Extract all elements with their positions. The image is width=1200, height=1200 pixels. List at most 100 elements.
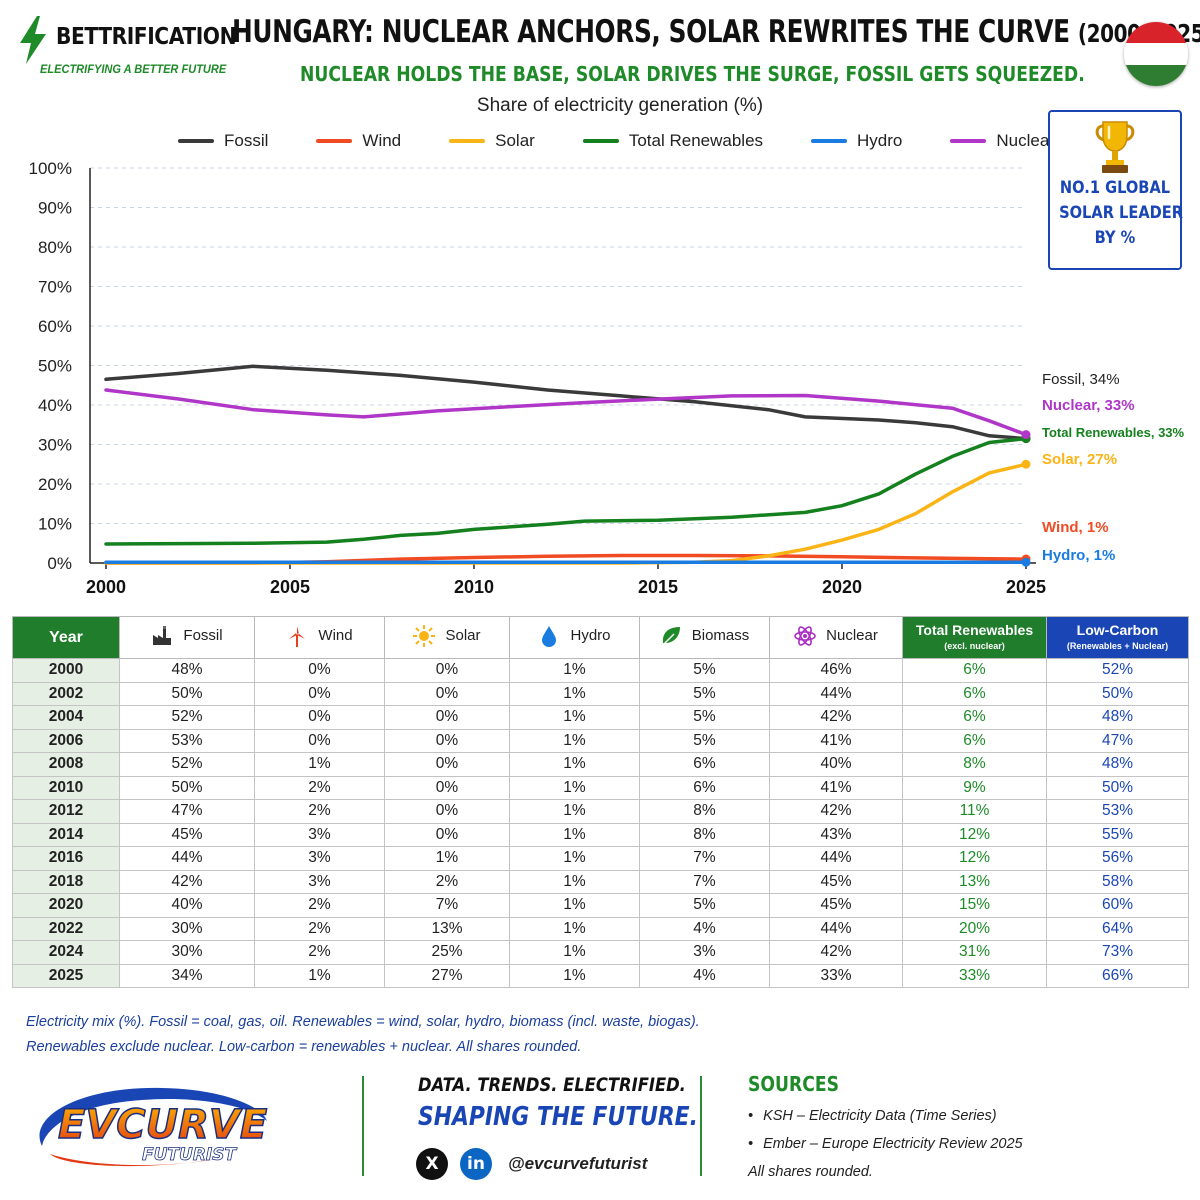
table-row: 2002 50% 0% 0% 1% 5% 44% 6% 50% xyxy=(12,681,1189,706)
atom-icon xyxy=(794,625,816,646)
value-cell: 30% xyxy=(119,916,255,941)
table-row: 2018 42% 3% 2% 1% 7% 45% 13% 58% xyxy=(12,869,1189,894)
award-line-2: SOLAR LEADER xyxy=(1059,203,1184,223)
footnote-line-1: Electricity mix (%). Fossil = coal, gas,… xyxy=(26,1014,700,1030)
value-cell: 1% xyxy=(254,963,385,988)
series-line-nuclear xyxy=(104,388,1028,437)
value-cell: 45% xyxy=(769,869,903,894)
value-cell: 1% xyxy=(509,799,640,824)
table-row: 2010 50% 2% 0% 1% 6% 41% 9% 50% xyxy=(12,775,1189,800)
table-row: 2004 52% 0% 0% 1% 5% 42% 6% 48% xyxy=(12,705,1189,730)
value-cell: 15% xyxy=(902,893,1047,918)
brand-logo: BETTRIFICATION ELECTRIFYING A BETTER FUT… xyxy=(18,14,237,84)
logo-main-text: EVCURVE xyxy=(58,1102,267,1148)
table-header-row: Year Fossil Wind Solar Hydro Biomass Nuc… xyxy=(12,616,1189,659)
value-cell: 3% xyxy=(254,869,385,894)
social-handle[interactable]: @evcurvefuturist xyxy=(508,1154,648,1173)
value-cell: 1% xyxy=(509,705,640,730)
brand-tagline: ELECTRIFYING A BETTER FUTURE xyxy=(40,62,227,76)
value-cell: 6% xyxy=(902,658,1047,683)
legend-item-fossil: Fossil xyxy=(178,131,268,151)
legend-swatch xyxy=(449,139,486,143)
footer-divider-2 xyxy=(700,1076,702,1176)
series-line-total-renewables xyxy=(104,436,1028,546)
value-cell: 13% xyxy=(902,869,1047,894)
series-end-point xyxy=(1021,430,1031,440)
value-cell: 7% xyxy=(639,846,770,871)
value-cell: 0% xyxy=(384,822,510,847)
legend-item-wind: Wind xyxy=(316,131,401,151)
legend-item-hydro: Hydro xyxy=(811,131,902,151)
value-cell: 42% xyxy=(769,940,903,965)
value-cell: 8% xyxy=(639,822,770,847)
x-tick-label: 2015 xyxy=(638,577,678,597)
value-cell: 5% xyxy=(639,658,770,683)
value-cell: 0% xyxy=(384,728,510,753)
value-cell: 43% xyxy=(769,822,903,847)
header-biomass-label: Biomass xyxy=(691,627,750,644)
y-tick-label: 70% xyxy=(38,278,72,297)
value-cell: 1% xyxy=(384,846,510,871)
y-tick-label: 0% xyxy=(47,554,72,573)
value-cell: 8% xyxy=(639,799,770,824)
evcurve-futurist-logo: EVCURVE FUTURIST xyxy=(39,1087,268,1167)
value-cell: 1% xyxy=(509,775,640,800)
value-cell: 0% xyxy=(254,681,385,706)
lightning-bolt-icon xyxy=(20,16,46,64)
value-cell: 8% xyxy=(902,752,1047,777)
footer-tagline: DATA. TRENDS. ELECTRIFIED. xyxy=(418,1074,686,1096)
value-cell: 60% xyxy=(1046,893,1189,918)
value-cell: 4% xyxy=(639,963,770,988)
legend-label: Fossil xyxy=(224,131,269,150)
year-cell: 2002 xyxy=(12,681,120,706)
value-cell: 48% xyxy=(119,658,255,683)
series-end-point xyxy=(1021,557,1031,567)
x-icon[interactable]: X xyxy=(416,1148,448,1180)
value-cell: 1% xyxy=(254,752,385,777)
header-year: Year xyxy=(12,616,120,659)
brand-name: BETTRIFICATION xyxy=(56,24,237,50)
value-cell: 12% xyxy=(902,846,1047,871)
value-cell: 0% xyxy=(384,775,510,800)
value-cell: 1% xyxy=(509,846,640,871)
value-cell: 1% xyxy=(509,893,640,918)
wind-turbine-icon xyxy=(289,625,306,647)
year-cell: 2024 xyxy=(12,940,120,965)
value-cell: 6% xyxy=(902,681,1047,706)
value-cell: 2% xyxy=(254,916,385,941)
legend-swatch xyxy=(950,139,987,143)
x-tick-label: 2025 xyxy=(1006,577,1046,597)
linkedin-icon[interactable]: in xyxy=(460,1148,492,1180)
sources-title: SOURCES xyxy=(748,1072,839,1096)
y-tick-label: 30% xyxy=(38,436,72,455)
source-item: KSH – Electricity Data (Time Series) xyxy=(748,1102,1023,1130)
source-item: Ember – Europe Electricity Review 2025 xyxy=(748,1130,1023,1158)
line-chart: 0% 10% 20% 30% 40% 50% 60% 70% 80% 90% 100% 2000 200… xyxy=(29,159,1185,597)
logo-sub-text: FUTURIST xyxy=(142,1145,237,1165)
value-cell: 30% xyxy=(119,940,255,965)
header-lowcarbon-sub: (Renewables + Nuclear) xyxy=(1066,640,1169,651)
value-cell: 55% xyxy=(1046,822,1189,847)
value-cell: 45% xyxy=(119,822,255,847)
value-cell: 47% xyxy=(1046,728,1189,753)
table-row: 2006 53% 0% 0% 1% 5% 41% 6% 47% xyxy=(12,728,1189,753)
header-solar-label: Solar xyxy=(445,627,481,644)
value-cell: 53% xyxy=(1046,799,1189,824)
value-cell: 50% xyxy=(1046,775,1189,800)
value-cell: 0% xyxy=(254,658,385,683)
year-cell: 2006 xyxy=(12,728,120,753)
value-cell: 42% xyxy=(769,705,903,730)
value-cell: 33% xyxy=(902,963,1047,988)
legend-swatch xyxy=(811,139,848,143)
value-cell: 48% xyxy=(1046,705,1189,730)
year-cell: 2016 xyxy=(12,846,120,871)
series-end-label: Solar, 27% xyxy=(1042,451,1117,468)
value-cell: 52% xyxy=(1046,658,1189,683)
value-cell: 5% xyxy=(639,893,770,918)
table-row: 2014 45% 3% 0% 1% 8% 43% 12% 55% xyxy=(12,822,1189,847)
value-cell: 40% xyxy=(119,893,255,918)
header-hydro: Hydro xyxy=(509,616,640,659)
value-cell: 6% xyxy=(902,705,1047,730)
header-renewables-sub: (excl. nuclear) xyxy=(944,640,1005,651)
factory-icon xyxy=(153,625,172,645)
